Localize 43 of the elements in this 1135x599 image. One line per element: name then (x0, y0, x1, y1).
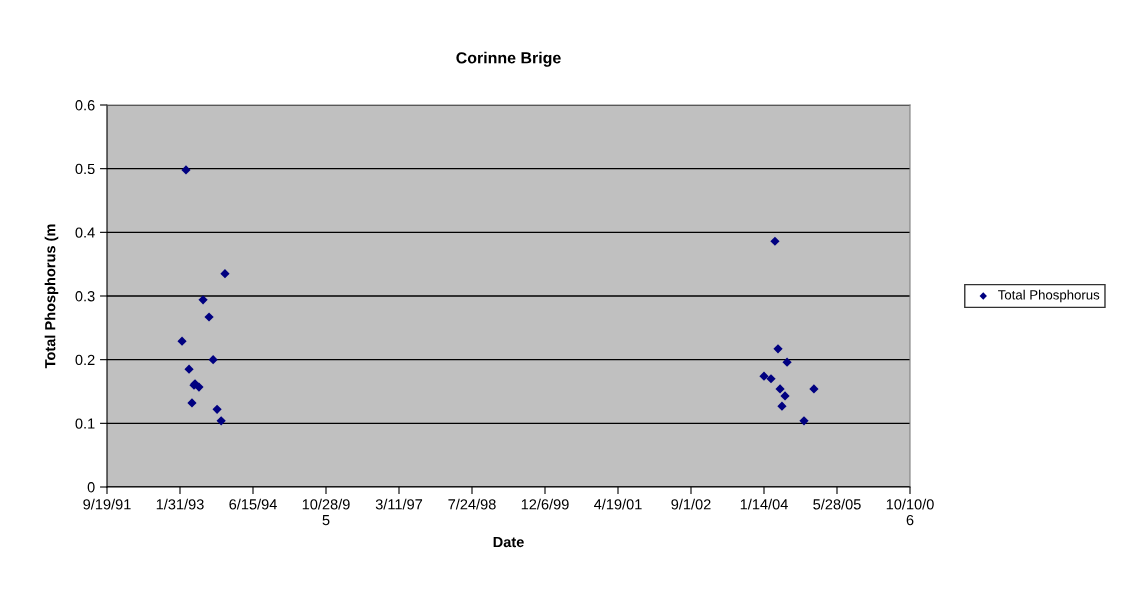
point (799, 416, 809, 426)
y-axis-title: Total Phosphorus (m (44, 224, 59, 369)
y-tick-label: 0.2 (75, 354, 95, 366)
point (216, 416, 226, 426)
point (782, 357, 792, 367)
point (770, 236, 780, 246)
x-tick-label: 1/14/04 (740, 498, 788, 510)
legend-label: Total Phosphorus (998, 289, 1100, 303)
x-tick-label: 6/15/94 (229, 498, 277, 510)
x-tick-label: 7/24/98 (448, 498, 496, 510)
point (208, 355, 218, 365)
x-tick-label: 10/28/9 5 (302, 498, 350, 526)
point (184, 364, 194, 374)
x-tick-label: 9/19/91 (83, 498, 131, 510)
point (177, 336, 187, 346)
y-tick-label: 0.5 (75, 163, 95, 175)
x-tick-label: 12/6/99 (521, 498, 569, 510)
x-axis-title: Date (493, 536, 524, 548)
point (187, 398, 197, 408)
x-tick-label: 3/11/97 (375, 498, 423, 510)
point (766, 374, 776, 384)
y-tick-label: 0.3 (75, 291, 95, 302)
point (212, 404, 222, 414)
point (777, 401, 787, 411)
chart-title: Corinne Brige (456, 51, 561, 67)
y-tick-label: 0 (87, 482, 95, 493)
y-tick-label: 0.6 (75, 100, 95, 111)
x-tick-label: 10/10/0 6 (886, 498, 934, 526)
point (198, 295, 208, 305)
point (809, 384, 819, 394)
y-tick-label: 0.4 (75, 227, 95, 238)
y-tick-label: 0.1 (75, 418, 95, 429)
point (759, 371, 769, 381)
point (181, 165, 191, 175)
point (775, 384, 785, 394)
x-tick-label: 9/1/02 (671, 498, 711, 510)
point (773, 344, 783, 354)
x-tick-label: 5/28/05 (813, 498, 861, 510)
point (780, 391, 790, 401)
point (204, 312, 214, 322)
point (220, 269, 230, 279)
x-tick-label: 4/19/01 (594, 498, 642, 510)
x-tick-label: 1/31/93 (156, 498, 204, 510)
